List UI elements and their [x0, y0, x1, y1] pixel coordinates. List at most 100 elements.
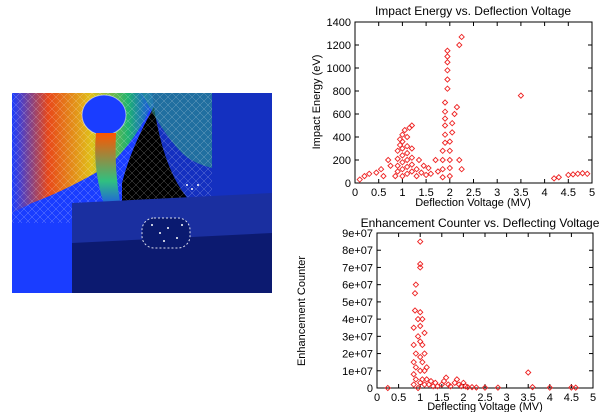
chart1-data-point	[446, 138, 454, 145]
enhancement-counter-chart: Enhancement Counter vs. Deflecting Volta…	[296, 216, 599, 412]
chart1-xtick-label: 4.5	[561, 187, 576, 199]
chart2-data-point	[423, 376, 430, 383]
chart1-data-point	[444, 67, 451, 74]
chart2-xtick-label: 5	[590, 392, 596, 404]
chart1-data-point	[399, 165, 406, 173]
chart1-data-point	[384, 156, 392, 164]
chart1-data-point	[413, 172, 420, 180]
chart2-data-point	[572, 384, 579, 391]
chart1-ytick-label: 1000	[327, 63, 351, 75]
chart2-xtick-label: 4	[547, 392, 553, 404]
chart2-data-point	[414, 315, 422, 323]
chart1-data-point	[550, 175, 558, 182]
chart2-ytick-label: 0	[367, 383, 373, 395]
chart1-data-point	[401, 126, 409, 134]
chart2-ylabel: Enhancement Counter	[296, 256, 308, 366]
chart1-data-point	[574, 170, 582, 178]
chart2-data-point	[416, 260, 424, 268]
chart1-data-point	[446, 164, 454, 172]
chart2-data-point	[546, 384, 554, 391]
chart2-data-point	[442, 374, 450, 381]
chart1-data-point	[569, 171, 577, 178]
chart1-xtick-label: 2.5	[466, 187, 481, 199]
chart1-data-point	[377, 165, 385, 173]
chart2-xtick-label: 0.5	[391, 392, 406, 404]
chart1-data-point	[444, 76, 451, 83]
chart1-data-point	[453, 103, 461, 111]
chart1-data-point	[451, 110, 458, 118]
chart2-data-point	[410, 358, 417, 366]
chart2-xtick-label: 1.5	[434, 392, 449, 404]
chart1-data-point	[441, 108, 449, 115]
chart2-data-point	[416, 264, 424, 271]
chart2-data-point	[414, 384, 422, 392]
chart1-data-point	[373, 169, 380, 176]
chart1-data-point	[403, 156, 411, 164]
chart1-data-point	[387, 162, 394, 169]
chart2-data-point	[468, 383, 476, 391]
chart2-data-point	[412, 281, 420, 288]
chart2-xtick-label: 4.5	[564, 392, 579, 404]
simulation-render	[12, 93, 272, 293]
chart2-data-point	[473, 384, 480, 391]
chart1-title: Impact Energy vs. Deflection Voltage	[375, 4, 571, 18]
chart2-xtick-label: 2.5	[477, 392, 492, 404]
chart2-data-point	[419, 315, 426, 323]
chart2-data-point	[412, 376, 420, 383]
chart2-data-point	[410, 370, 417, 378]
chart1-xtick-label: 0	[352, 187, 358, 199]
chart2-ytick-label: 5e+07	[342, 297, 373, 309]
chart1-data-point	[439, 174, 446, 181]
chart1-data-point	[444, 47, 451, 54]
chart1-xtick-label: 3.5	[513, 187, 528, 199]
chart2-data-point	[416, 353, 424, 361]
chart2-data-point	[421, 329, 428, 337]
chart1-data-point	[399, 152, 406, 159]
chart2-data-point	[414, 333, 422, 340]
chart1-ytick-label: 200	[333, 155, 351, 167]
impact-energy-chart: Impact Energy vs. Deflection Voltage 0 0.…	[311, 4, 595, 209]
chart1-data-point	[456, 156, 463, 164]
chart2-data-point	[421, 381, 428, 388]
chart1-xtick-label: 3	[494, 187, 500, 199]
chart2-data-point	[568, 384, 575, 391]
chart2-data-point	[411, 307, 419, 314]
chart1-data-point	[425, 164, 432, 172]
chart1-data-point	[432, 156, 439, 164]
chart1-data-point	[420, 162, 427, 169]
chart2-xtick-label: 3	[504, 392, 510, 404]
chart1-data-point	[408, 154, 416, 161]
render-lower-pipe	[72, 233, 272, 293]
chart2-data-point	[453, 376, 461, 383]
chart2-xtick-label: 1	[417, 392, 423, 404]
chart1-data-point	[394, 168, 401, 175]
chart2-data-point	[412, 350, 420, 357]
chart2-xtick-label: 2	[460, 392, 466, 404]
chart2-data-point	[481, 384, 489, 391]
chart2-data-point	[416, 238, 424, 245]
chart2-ytick-label: 7e+07	[342, 262, 373, 274]
chart1-data-point	[446, 147, 454, 155]
chart1-data-point	[408, 122, 416, 129]
chart2-data-point	[411, 290, 419, 297]
chart1-data-point	[439, 165, 446, 173]
chart1-data-point	[458, 33, 465, 41]
chart2-data-point	[384, 384, 392, 392]
chart1-data-point	[441, 115, 449, 122]
chart1-data-point	[399, 159, 406, 166]
chart2-data-point	[416, 367, 424, 375]
chart2-data-point	[410, 341, 417, 349]
chart2-data-point	[423, 364, 430, 371]
chart1-xtick-label: 1	[399, 187, 405, 199]
chart1-data-point	[392, 172, 399, 180]
chart1-data-point	[403, 170, 411, 178]
chart1-data-point	[458, 165, 465, 173]
chart2-data-point	[421, 350, 428, 357]
render-beam-column	[95, 133, 122, 213]
chart1-data-point	[361, 172, 368, 180]
chart1-data-point	[394, 162, 401, 169]
chart1-data-point	[403, 142, 411, 150]
chart2-data-point	[434, 383, 441, 390]
chart1-data-point	[418, 169, 425, 176]
